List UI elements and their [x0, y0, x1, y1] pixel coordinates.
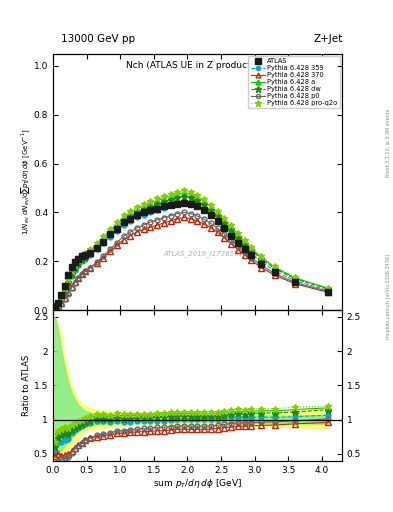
- Text: Rivet 3.1.10, ≥ 3.3M events: Rivet 3.1.10, ≥ 3.3M events: [386, 109, 391, 178]
- Text: ATLAS_2019_I1736531: ATLAS_2019_I1736531: [163, 250, 243, 257]
- Text: mcplots.cern.ch [arXiv:1306.3436]: mcplots.cern.ch [arXiv:1306.3436]: [386, 254, 391, 339]
- Text: Z+Jet: Z+Jet: [314, 33, 343, 44]
- Y-axis label: $1/N_{ev}\ dN_{ev}/d\!\sum\! p_T\!/d\eta\,d\phi\ [\mathrm{GeV}^{-1}]$: $1/N_{ev}\ dN_{ev}/d\!\sum\! p_T\!/d\eta…: [20, 129, 33, 235]
- X-axis label: sum $p_T/d\eta\,d\phi$ [GeV]: sum $p_T/d\eta\,d\phi$ [GeV]: [153, 477, 242, 490]
- Legend: ATLAS, Pythia 6.428 359, Pythia 6.428 370, Pythia 6.428 a, Pythia 6.428 dw, Pyth: ATLAS, Pythia 6.428 359, Pythia 6.428 37…: [248, 56, 340, 109]
- Text: Nch (ATLAS UE in Z production): Nch (ATLAS UE in Z production): [127, 61, 268, 71]
- Text: 13000 GeV pp: 13000 GeV pp: [61, 33, 135, 44]
- Y-axis label: Ratio to ATLAS: Ratio to ATLAS: [22, 355, 31, 416]
